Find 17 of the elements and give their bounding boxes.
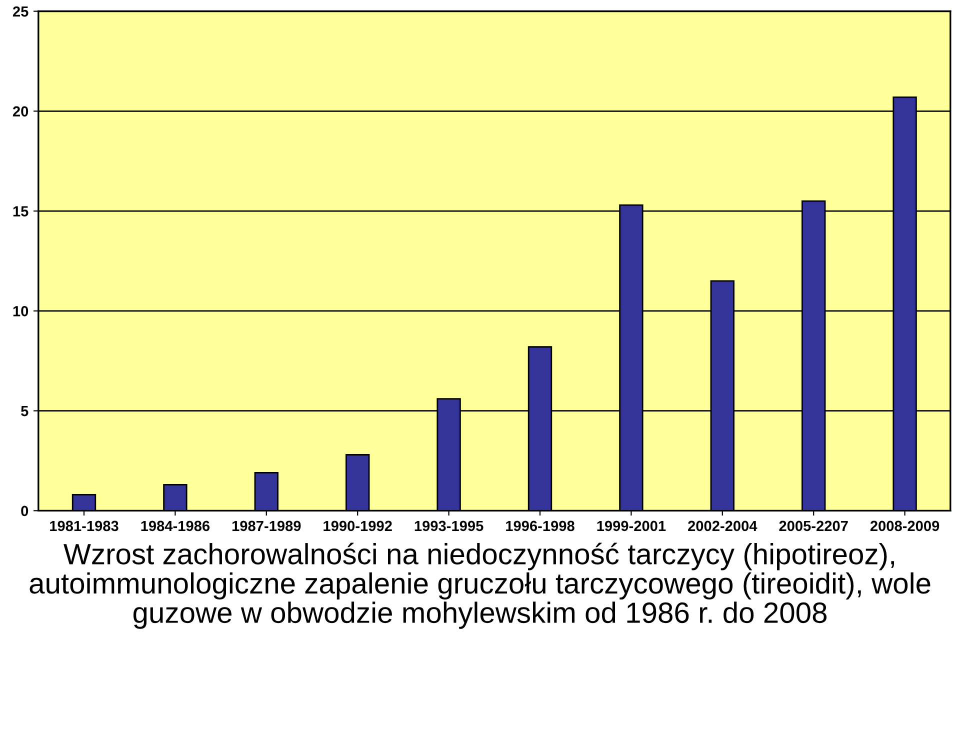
x-tick-label: 1984-1986 — [141, 520, 210, 532]
y-tick-label: 0 — [21, 506, 28, 516]
y-tick-label: 25 — [12, 6, 28, 17]
text: Wzrost zachorowalności na niedoczynność tarczycy (hipotireoz), autoimmunologiczne zapalenie gruczołu tarczycowego (tireoidit), wole guzowe w obwodzie mohylewskim od 1986 r. do 2008 — [30, 542, 930, 629]
x-tick-label: 1987-1989 — [232, 520, 301, 532]
x-tick-label: 1993-1995 — [414, 520, 484, 532]
y-tick-label: 10 — [13, 306, 28, 316]
x-tick-label: 1990-1992 — [324, 520, 392, 532]
x-tick-label: 2008-2009 — [870, 520, 940, 532]
x-tick-label: 1981-1983 — [50, 520, 118, 532]
x-tick-label: 2005-2207 — [779, 520, 848, 532]
y-tick-label: 5 — [21, 406, 28, 416]
y-tick-label: 15 — [13, 206, 28, 216]
x-tick-label: 1996-1998 — [506, 520, 574, 532]
x-tick-label: 2002-2004 — [688, 520, 758, 532]
x-tick-label: 1999-2001 — [597, 520, 666, 532]
y-tick-label: 20 — [12, 106, 28, 117]
